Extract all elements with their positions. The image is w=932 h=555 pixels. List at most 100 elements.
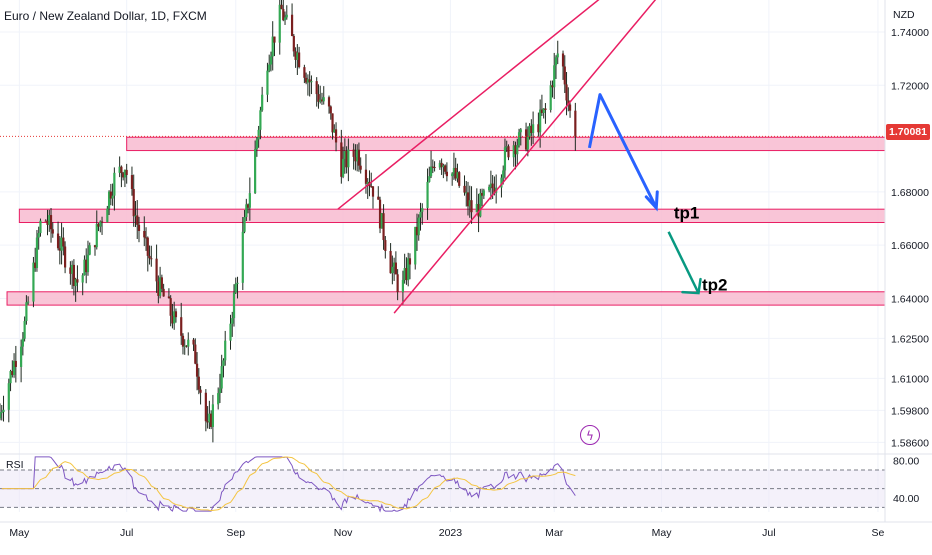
candle-body <box>347 149 350 168</box>
candle-body <box>81 275 84 283</box>
candle-body <box>49 215 53 230</box>
candle-body <box>431 166 434 168</box>
candle-body <box>134 215 137 217</box>
candle-body <box>257 129 260 140</box>
candle-body <box>549 85 552 111</box>
candle-body <box>169 298 172 316</box>
candle-body <box>442 165 445 168</box>
candle-body <box>561 53 565 67</box>
candle-body <box>285 14 288 18</box>
candle-body <box>470 200 473 213</box>
candle-body <box>458 172 461 186</box>
forecast-arrow-green <box>667 231 700 294</box>
candle-body <box>76 279 79 283</box>
candle-body <box>208 413 211 423</box>
candle-body <box>359 165 362 170</box>
candle-body <box>563 66 566 85</box>
candle-body <box>171 315 174 324</box>
candle-body <box>27 301 30 303</box>
candle-body <box>100 221 104 223</box>
candle-body <box>85 259 88 273</box>
rsi-tick-label: 80.00 <box>893 456 919 468</box>
rsi-pane <box>0 453 932 513</box>
lightning-bolt-icon[interactable]: ϟ <box>580 425 600 445</box>
candle-body <box>123 169 127 178</box>
candle-body <box>298 52 301 68</box>
candle-body <box>327 97 331 107</box>
candle-body <box>540 109 544 114</box>
candle-body <box>243 217 246 232</box>
candle-body <box>415 226 419 236</box>
candle-body <box>530 125 533 133</box>
candle-body <box>507 146 510 158</box>
candle-body <box>421 207 424 212</box>
candle-body <box>106 208 109 223</box>
candle-body <box>74 279 77 287</box>
annotation-tp2: tp2 <box>702 275 728 294</box>
candle-body <box>229 323 232 341</box>
candle-body <box>220 366 223 389</box>
candle-body <box>136 215 139 225</box>
candle-body <box>254 149 257 194</box>
candle-body <box>180 317 183 336</box>
candle-body <box>475 203 478 213</box>
candle-body <box>429 166 433 177</box>
candle-body <box>488 186 491 191</box>
x-tick-label: Nov <box>334 527 353 539</box>
annotation-tp1: tp1 <box>674 204 700 223</box>
candle-body <box>389 250 392 274</box>
candle-body <box>516 145 519 155</box>
candle-body <box>21 338 24 347</box>
candle-body <box>7 383 10 410</box>
candle-body <box>261 94 264 111</box>
candle-body <box>224 340 227 361</box>
candle-body <box>11 371 14 375</box>
candle-body <box>60 237 63 251</box>
candle-body <box>517 132 521 146</box>
candle-body <box>35 237 39 269</box>
candle-body <box>9 371 12 384</box>
candle-body <box>86 254 90 273</box>
candle-body <box>14 360 17 367</box>
candle-body <box>565 84 568 101</box>
candle-body <box>259 110 262 130</box>
y-tick-label: 1.66000 <box>891 240 929 252</box>
candle-body <box>83 259 86 276</box>
candle-body <box>366 181 369 184</box>
candle-body <box>268 64 271 71</box>
x-tick-label: Sep <box>226 527 245 539</box>
candle-body <box>187 339 190 347</box>
candle-body <box>290 14 294 36</box>
candle-body <box>23 320 26 339</box>
y-tick-label: 1.59800 <box>891 405 929 417</box>
y-tick-label: 1.68000 <box>891 187 929 199</box>
candle-body <box>382 213 385 241</box>
x-tick-label: Jul <box>120 527 133 539</box>
candle-body <box>567 100 570 105</box>
candle-body <box>255 139 258 150</box>
candle-body <box>356 149 359 162</box>
candle-body <box>305 77 308 83</box>
currency-label: NZD <box>893 9 915 21</box>
candle-body <box>120 166 123 174</box>
candle-body <box>218 388 222 394</box>
candle-body <box>222 360 225 367</box>
candle-body <box>231 318 234 324</box>
candle-body <box>137 224 141 231</box>
candle-body <box>512 145 515 158</box>
forecast-arrowhead-blue <box>644 190 659 212</box>
candle-body <box>331 113 334 133</box>
candle-body <box>452 167 456 174</box>
candle-body <box>489 183 492 187</box>
candle-body <box>371 186 375 197</box>
candle-body <box>315 81 318 95</box>
candle-body <box>2 409 5 413</box>
candle-body <box>204 392 207 422</box>
candle-body <box>292 35 295 52</box>
candle-body <box>340 142 343 177</box>
candle-body <box>58 248 61 251</box>
candle-body <box>396 274 399 293</box>
candle-body <box>194 344 197 364</box>
